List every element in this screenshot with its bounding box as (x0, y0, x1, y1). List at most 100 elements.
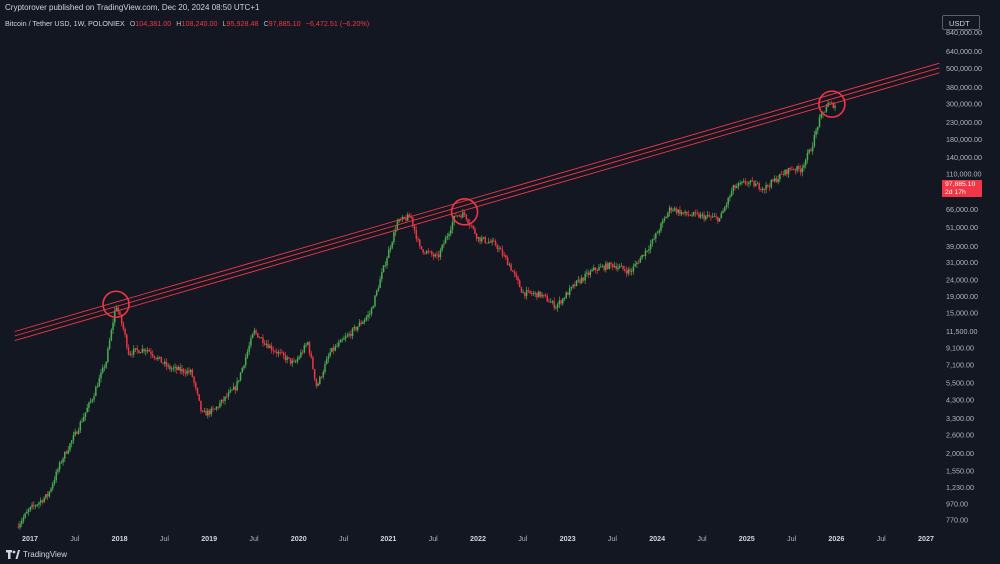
candle-body (27, 509, 30, 512)
candle-body (38, 502, 40, 505)
candle-body (498, 248, 500, 250)
change-value: −6,472.51 (−6.20%) (305, 19, 370, 28)
candle-body (48, 491, 51, 497)
candle-body (203, 410, 206, 412)
candle-body (60, 462, 63, 464)
candle-body (787, 168, 790, 175)
highlight-circle (818, 90, 846, 118)
candle-body (804, 159, 807, 166)
candle-body (158, 356, 161, 358)
candle-body (786, 169, 788, 175)
candle-body (417, 238, 419, 240)
candle-body (713, 216, 716, 218)
highlight-circle (450, 198, 479, 226)
candle-body (543, 294, 545, 296)
candle-body (186, 370, 188, 374)
candle-body (637, 262, 640, 264)
candle-body (122, 323, 125, 330)
x-tick-label: 2018 (112, 534, 128, 543)
low-value: 95,928.48 (226, 19, 259, 28)
candle-body (513, 271, 516, 274)
candle-body (603, 265, 605, 270)
candle-body (260, 337, 262, 339)
candle-body (201, 410, 204, 412)
candle-body (558, 300, 561, 305)
y-tick-label: 66,000.00 (946, 205, 978, 214)
candle-body (651, 239, 654, 244)
candle-body (443, 243, 445, 245)
candle-body (93, 396, 95, 400)
last-price-tag: 97,885.10 2d 17h (942, 180, 982, 197)
candle-body (548, 301, 550, 303)
candle-body (482, 237, 485, 239)
candle-body (763, 188, 766, 190)
candle-body (610, 262, 612, 265)
candle-body (362, 321, 364, 324)
candle-body (456, 215, 459, 217)
candle-body (451, 222, 454, 230)
tradingview-brand: TradingView (23, 550, 68, 559)
candle-body (622, 265, 624, 269)
candle-body (294, 361, 297, 363)
candle-body (165, 361, 168, 367)
candle-body (710, 216, 712, 218)
x-tick-label: Jul (429, 534, 439, 543)
currency-button[interactable]: USDT (942, 15, 980, 30)
candle-body (369, 313, 371, 315)
candle-body (19, 523, 21, 528)
candle-body (281, 352, 283, 354)
candle-body (672, 210, 674, 212)
candle-body (775, 178, 778, 182)
candle-body (200, 400, 202, 411)
candle-body (182, 369, 185, 373)
candle-body (742, 181, 745, 183)
candle-body (370, 308, 373, 314)
candle-body (677, 209, 679, 213)
candle-body (212, 408, 214, 410)
candle-body (253, 330, 256, 334)
candle-body (772, 179, 774, 182)
candle-body (658, 230, 661, 233)
candle-body (560, 300, 562, 304)
candle-body (62, 458, 64, 463)
candle-body (43, 498, 45, 503)
candle-body (765, 185, 767, 190)
candle-body (661, 220, 664, 224)
candle-body (74, 431, 76, 436)
candle-body (55, 471, 57, 481)
candle-body (493, 240, 495, 242)
candle-body (155, 357, 157, 360)
x-tick-label: Jul (697, 534, 707, 543)
candle-body (660, 223, 662, 231)
candle-body (777, 179, 779, 182)
candle-body (551, 301, 554, 302)
candle-body (799, 169, 802, 173)
candle-body (148, 349, 150, 352)
candle-body (65, 451, 68, 454)
candle-body (817, 126, 819, 131)
candle-body (255, 330, 257, 334)
candle-body (470, 225, 473, 227)
candle-body (86, 407, 88, 413)
candle-body (410, 217, 412, 218)
candle-body (269, 345, 271, 349)
candle-body (648, 249, 650, 251)
candle-body (527, 290, 530, 292)
candle-body (77, 430, 80, 434)
tradingview-logo[interactable]: TradingView (6, 550, 67, 559)
candle-body (289, 358, 292, 364)
candle-body (687, 214, 690, 216)
y-tick-label: 2,600.00 (946, 431, 974, 440)
candle-body (217, 406, 219, 408)
candle-body (341, 339, 343, 341)
y-tick-label: 15,000.00 (946, 308, 978, 317)
candle-body (355, 326, 357, 330)
candle-body (636, 262, 638, 265)
candle-body (574, 284, 576, 286)
candle-body (684, 211, 686, 214)
y-tick-label: 2,000.00 (946, 449, 974, 458)
candle-body (312, 357, 314, 370)
candle-body (529, 290, 531, 293)
candle-body (796, 166, 798, 171)
